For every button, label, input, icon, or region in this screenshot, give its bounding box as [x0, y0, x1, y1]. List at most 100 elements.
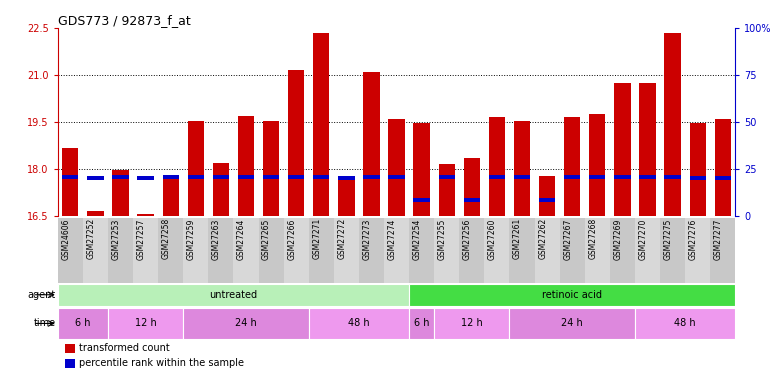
Text: time: time	[33, 318, 55, 328]
Bar	[539, 198, 555, 202]
Bar	[510, 217, 534, 283]
Text: 12 h: 12 h	[461, 318, 483, 328]
Bar	[213, 175, 229, 179]
Bar	[614, 84, 631, 216]
Bar	[564, 117, 581, 216]
Bar	[58, 308, 108, 339]
Bar	[384, 217, 409, 283]
Text: 6 h: 6 h	[75, 318, 91, 328]
Bar	[363, 175, 380, 179]
Bar	[363, 72, 380, 216]
Text: GSM27259: GSM27259	[187, 218, 196, 259]
Bar	[209, 217, 233, 283]
Bar	[338, 176, 354, 216]
Text: GSM27253: GSM27253	[112, 218, 120, 259]
Text: GSM27272: GSM27272	[337, 218, 346, 259]
Text: GSM27268: GSM27268	[588, 218, 598, 259]
Bar	[283, 217, 309, 283]
Text: percentile rank within the sample: percentile rank within the sample	[79, 358, 244, 368]
Bar	[359, 217, 384, 283]
Text: GSM27269: GSM27269	[614, 218, 622, 259]
Bar	[83, 217, 108, 283]
Bar	[409, 308, 434, 339]
Text: untreated: untreated	[209, 290, 257, 300]
Bar	[158, 217, 183, 283]
Bar	[288, 70, 304, 216]
Text: transformed count: transformed count	[79, 344, 170, 353]
Bar	[639, 175, 656, 179]
Bar	[263, 121, 280, 216]
Bar	[87, 176, 103, 180]
Text: GSM27271: GSM27271	[313, 218, 321, 259]
Text: 24 h: 24 h	[561, 318, 583, 328]
Bar	[564, 175, 581, 179]
Bar	[639, 84, 656, 216]
Bar	[137, 214, 154, 216]
Bar	[665, 175, 681, 179]
Text: 48 h: 48 h	[675, 318, 696, 328]
Bar	[710, 217, 735, 283]
Text: 12 h: 12 h	[135, 318, 156, 328]
Bar	[112, 175, 129, 179]
Text: GSM27276: GSM27276	[688, 218, 698, 259]
Bar	[162, 175, 179, 179]
Bar	[489, 117, 505, 216]
Bar	[259, 217, 283, 283]
Bar	[58, 217, 83, 283]
Bar	[660, 217, 685, 283]
Text: GSM27254: GSM27254	[413, 218, 422, 259]
Bar	[635, 308, 735, 339]
Bar	[238, 116, 254, 216]
Text: GSM27275: GSM27275	[664, 218, 673, 259]
Bar	[62, 175, 79, 179]
Bar	[183, 308, 309, 339]
Bar	[238, 175, 254, 179]
Bar	[183, 217, 209, 283]
Bar	[263, 175, 280, 179]
Text: GSM27267: GSM27267	[563, 218, 572, 259]
Text: 6 h: 6 h	[414, 318, 430, 328]
Bar	[288, 175, 304, 179]
Text: 48 h: 48 h	[348, 318, 370, 328]
Bar	[534, 217, 560, 283]
Bar	[715, 119, 731, 216]
Text: GSM27274: GSM27274	[387, 218, 397, 259]
Bar	[413, 123, 430, 216]
Bar	[108, 308, 183, 339]
Bar	[589, 114, 605, 216]
Bar	[514, 175, 531, 179]
Bar	[514, 121, 531, 216]
Bar	[338, 176, 354, 180]
Bar	[464, 198, 480, 202]
Text: GSM27273: GSM27273	[363, 218, 371, 259]
Text: GSM27264: GSM27264	[237, 218, 246, 259]
Bar	[58, 284, 409, 306]
Bar	[133, 217, 158, 283]
Text: GSM27261: GSM27261	[513, 218, 522, 259]
Bar	[434, 217, 459, 283]
Bar	[388, 175, 405, 179]
Text: GSM27270: GSM27270	[638, 218, 648, 259]
Bar	[510, 308, 635, 339]
Bar	[635, 217, 660, 283]
Bar	[584, 217, 610, 283]
Text: GSM27277: GSM27277	[714, 218, 723, 259]
Text: GSM27263: GSM27263	[212, 218, 221, 259]
Text: GSM27255: GSM27255	[437, 218, 447, 259]
Text: GSM27258: GSM27258	[162, 218, 171, 259]
Bar	[137, 176, 154, 180]
Bar	[309, 217, 334, 283]
Bar	[665, 33, 681, 216]
Text: 24 h: 24 h	[235, 318, 257, 328]
Bar	[610, 217, 635, 283]
Text: GSM27260: GSM27260	[488, 218, 497, 259]
Bar	[409, 284, 735, 306]
Bar	[213, 162, 229, 216]
Bar	[309, 308, 409, 339]
Bar	[439, 175, 455, 179]
Bar	[560, 217, 584, 283]
Bar	[188, 121, 204, 216]
Text: GDS773 / 92873_f_at: GDS773 / 92873_f_at	[58, 14, 190, 27]
Bar	[108, 217, 133, 283]
Bar	[409, 217, 434, 283]
